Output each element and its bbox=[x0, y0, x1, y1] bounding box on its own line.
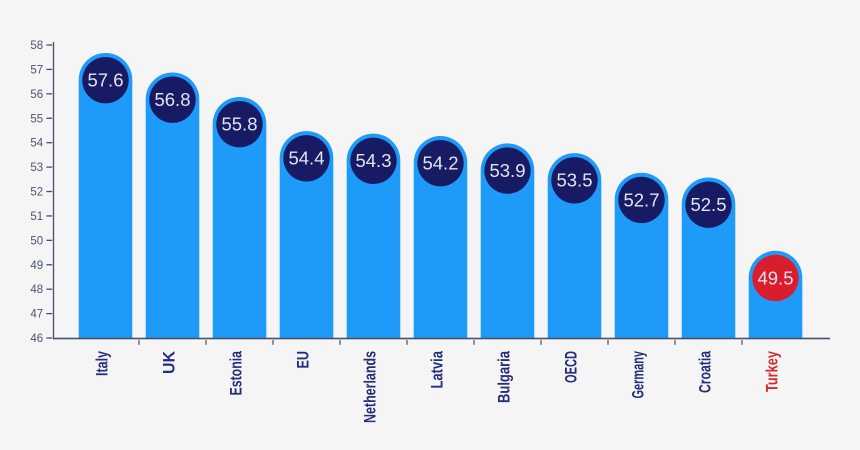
svg-text:58: 58 bbox=[30, 40, 43, 52]
svg-text:54.4: 54.4 bbox=[288, 148, 324, 169]
svg-text:Turkey: Turkey bbox=[764, 350, 782, 392]
svg-text:Latvia: Latvia bbox=[429, 350, 447, 388]
svg-text:49: 49 bbox=[30, 260, 43, 272]
svg-text:50: 50 bbox=[30, 235, 43, 247]
svg-text:47: 47 bbox=[30, 309, 43, 321]
svg-text:54: 54 bbox=[30, 138, 43, 150]
svg-text:54.3: 54.3 bbox=[355, 150, 391, 171]
svg-text:56: 56 bbox=[30, 89, 43, 101]
svg-text:52.5: 52.5 bbox=[690, 194, 726, 215]
svg-text:57.6: 57.6 bbox=[87, 70, 123, 91]
svg-text:55.8: 55.8 bbox=[221, 114, 257, 135]
svg-text:52.7: 52.7 bbox=[623, 189, 659, 210]
svg-text:53: 53 bbox=[30, 162, 43, 174]
svg-text:49.5: 49.5 bbox=[757, 267, 793, 288]
svg-text:EU: EU bbox=[295, 351, 313, 369]
svg-text:Bulgaria: Bulgaria bbox=[496, 350, 514, 403]
svg-text:Germany: Germany bbox=[630, 350, 648, 398]
svg-text:Italy: Italy bbox=[94, 350, 112, 376]
svg-text:46: 46 bbox=[30, 333, 43, 345]
svg-text:53.5: 53.5 bbox=[556, 170, 592, 191]
svg-text:51: 51 bbox=[30, 211, 43, 223]
svg-text:Estonia: Estonia bbox=[228, 350, 246, 395]
svg-text:53.9: 53.9 bbox=[489, 160, 525, 181]
svg-text:Croatia: Croatia bbox=[697, 350, 715, 393]
svg-text:48: 48 bbox=[30, 284, 43, 296]
svg-text:UK: UK bbox=[161, 351, 179, 374]
svg-text:Netherlands: Netherlands bbox=[362, 351, 380, 423]
svg-text:57: 57 bbox=[30, 64, 43, 76]
svg-text:55: 55 bbox=[30, 113, 43, 125]
svg-text:54.2: 54.2 bbox=[422, 153, 458, 174]
svg-text:56.8: 56.8 bbox=[154, 89, 190, 110]
svg-text:OECD: OECD bbox=[563, 351, 581, 383]
svg-text:52: 52 bbox=[30, 187, 43, 199]
